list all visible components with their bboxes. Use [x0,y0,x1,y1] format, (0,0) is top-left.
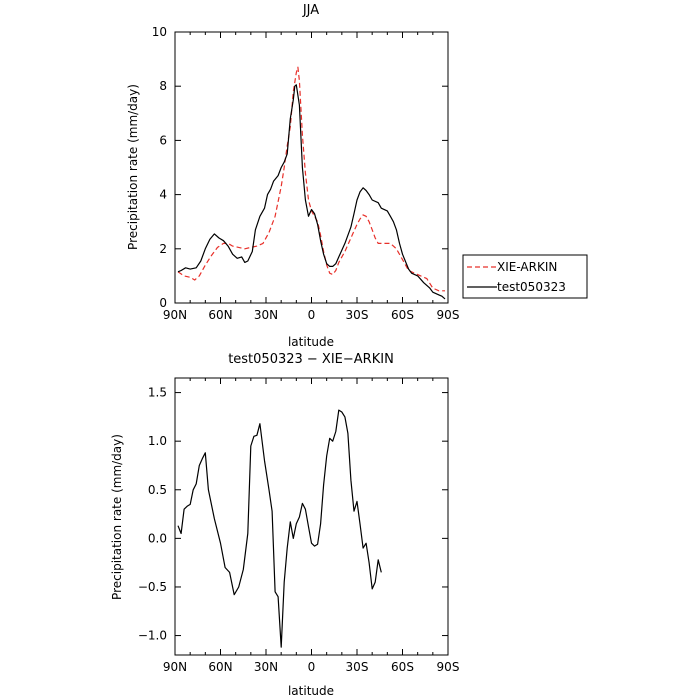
plot-frame [174,377,449,656]
x-tick-label: 90N [163,308,187,322]
x-tick-label: 90N [163,660,187,674]
x-tick-label: 30N [254,660,278,674]
y-tick-label: 6 [159,133,167,147]
series-lines [177,409,382,648]
y-tick-label: 1.0 [148,434,167,448]
series-line-test050323 [177,84,446,300]
chart-title: test050323 − XIE−ARKIN [228,352,394,367]
legend-label-xie-arkin: XIE-ARKIN [497,260,557,274]
x-tick-label: 30N [254,308,278,322]
y-axis-label: Precipitation rate (mm/day) [110,434,124,600]
y-tick-label: 8 [159,79,167,93]
series-lines [177,66,446,300]
x-tick-label: 30S [346,660,369,674]
x-tick-label: 0 [308,308,316,322]
x-tick-label: 30S [346,308,369,322]
chart-title: JJA [302,3,319,18]
y-tick-label: 0 [159,296,167,310]
bottom-panel: test050323 − XIE−ARKIN 1.5 1.0 0.5 0.0 −0.5 −… [110,352,459,698]
y-tick-label: −1.0 [138,629,167,643]
x-tick-label: 0 [308,660,316,674]
y-axis-ticks: 1.5 1.0 0.5 0.0 −0.5 −1.0 [138,386,448,643]
y-tick-label: 2 [159,242,167,256]
x-tick-label: 60N [208,308,232,322]
x-tick-label: 90S [437,308,460,322]
y-tick-label: 0.0 [148,531,167,545]
legend-label-test050323: test050323 [497,280,566,294]
y-tick-label: 1.5 [148,386,167,400]
x-axis-label: latitude [288,335,334,349]
legend-box [462,254,588,299]
x-axis-ticks: 90N 60N 30N 0 30S 60S 90S [163,378,460,674]
x-axis-ticks: 90N 60N 30N 0 30S 60S 90S [163,32,460,322]
x-tick-label: 60N [208,660,232,674]
series-line-xie-arkin [177,66,445,292]
x-tick-label: 60S [391,308,414,322]
x-tick-label: 60S [391,660,414,674]
y-tick-label: 10 [152,25,167,39]
series-line-difference [177,409,382,648]
x-tick-label: 90S [437,660,460,674]
top-panel: JJA 0 2 4 6 8 10 90N 60N 30N 0 30S 60S 90S latitude… [126,3,588,349]
y-tick-label: −0.5 [138,580,167,594]
y-tick-label: 0.5 [148,483,167,497]
y-tick-label: 4 [159,188,167,202]
legend: XIE-ARKIN test050323 [462,254,588,299]
y-axis-label: Precipitation rate (mm/day) [126,84,140,250]
x-axis-label: latitude [288,684,334,698]
y-axis-ticks: 0 2 4 6 8 10 [152,25,448,310]
plot-frame [174,31,449,304]
